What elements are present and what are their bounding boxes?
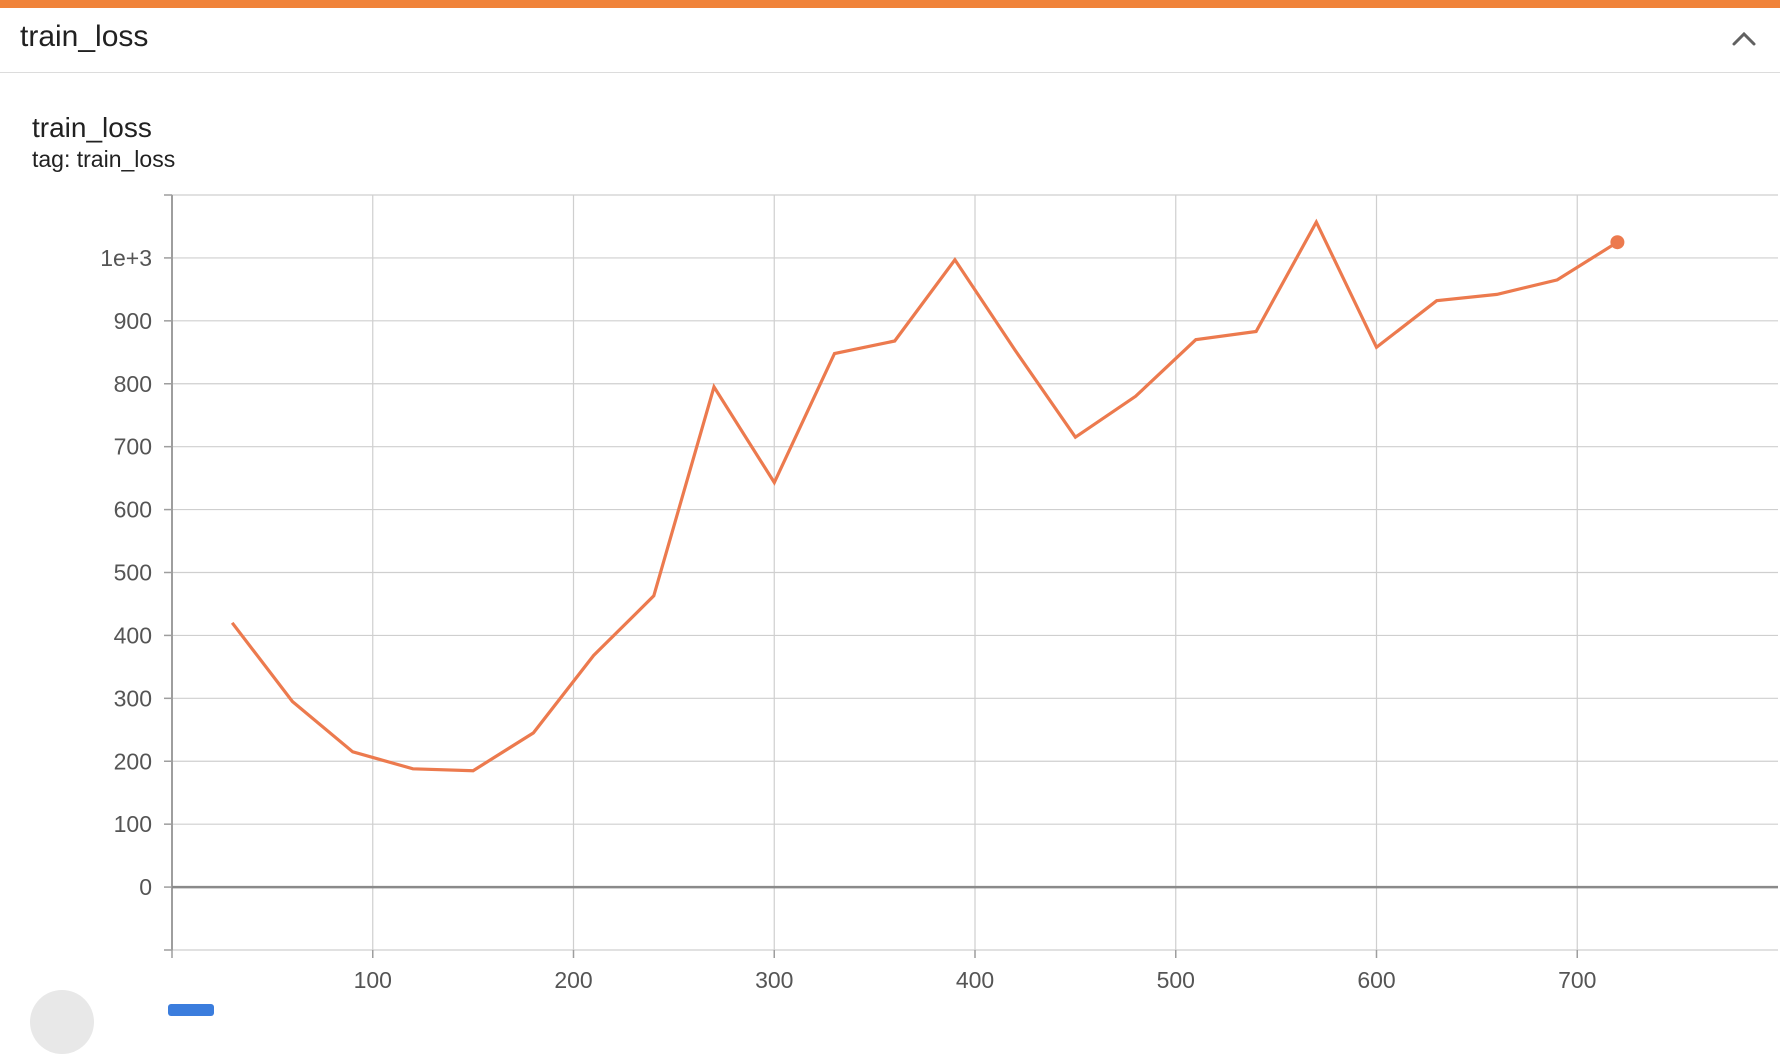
x-tick-label: 600 [1357, 967, 1395, 993]
x-tick-label: 300 [755, 967, 793, 993]
x-tick-labels: 100 200 300 400 500 600 700 [354, 967, 1597, 993]
y-tick-label: 800 [114, 371, 152, 397]
y-tick-label: 900 [114, 308, 152, 334]
y-tick-label: 200 [114, 748, 152, 774]
y-tick-label: 500 [114, 560, 152, 586]
series-line [230, 218, 1619, 773]
x-tick-label: 500 [1157, 967, 1195, 993]
chart-tag: tag: train_loss [32, 146, 176, 172]
x-tick-label: 700 [1558, 967, 1596, 993]
card-title: train_loss [20, 20, 149, 53]
chart-grid [172, 194, 1778, 951]
avatar[interactable] [30, 990, 94, 1054]
chart-title: train_loss [32, 112, 152, 143]
card-header: train_loss [0, 8, 1780, 73]
y-tick-label: 400 [114, 622, 152, 648]
header-accent-bar [0, 0, 1780, 8]
line-chart: 0 100 200 300 400 500 600 700 800 900 1e+3 100 200 3… [100, 194, 1778, 993]
y-tick-label: 300 [114, 685, 152, 711]
y-tick-label: 100 [114, 811, 152, 837]
blue-tab-indicator[interactable] [168, 1004, 214, 1016]
y-tick-label: 0 [139, 874, 152, 900]
chart-series [230, 218, 1625, 773]
y-tick-label: 700 [114, 434, 152, 460]
y-tick-labels: 0 100 200 300 400 500 600 700 800 900 1e+3 [100, 245, 152, 900]
x-tick-label: 100 [354, 967, 392, 993]
last-point-marker [1610, 235, 1625, 250]
y-tick-label: 1e+3 [100, 245, 152, 271]
chevron-up-icon[interactable] [1724, 20, 1764, 60]
y-tick-label: 600 [114, 497, 152, 523]
x-tick-label: 400 [956, 967, 994, 993]
chart-axes [164, 194, 1778, 958]
x-tick-label: 200 [554, 967, 592, 993]
